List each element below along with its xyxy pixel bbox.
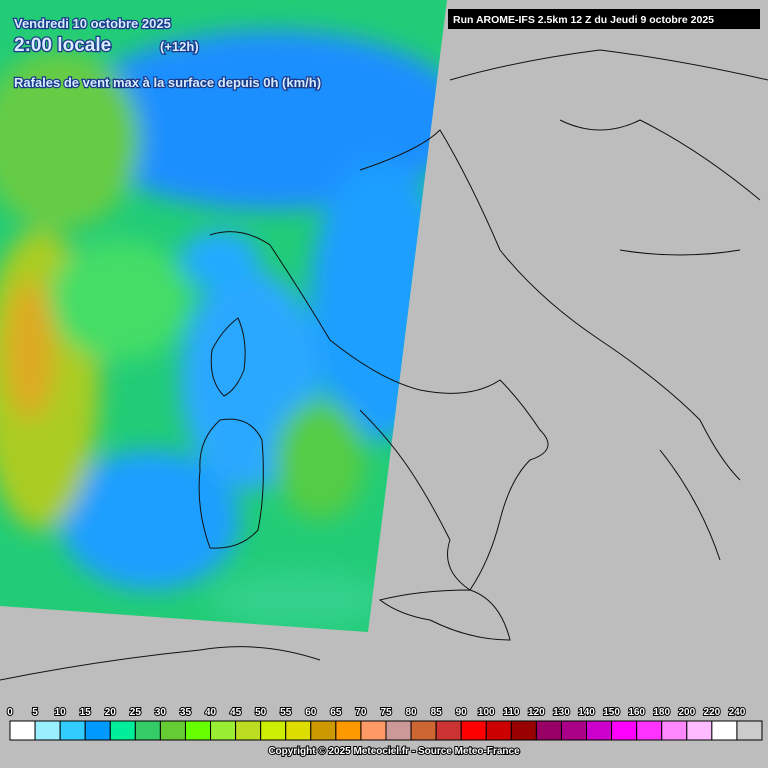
legend-label: 0 — [7, 707, 13, 718]
legend-label: 30 — [155, 707, 167, 718]
legend-swatch — [510, 720, 537, 741]
legend-label: 130 — [553, 707, 570, 718]
legend-label: 10 — [55, 707, 67, 718]
run-info: Run AROME-IFS 2.5km 12 Z du Jeudi 9 octo… — [453, 14, 714, 26]
legend-swatch — [310, 720, 337, 741]
legend-label: 160 — [628, 707, 645, 718]
legend-swatch — [134, 720, 161, 741]
legend-swatch — [59, 720, 86, 741]
legend-swatch — [686, 720, 713, 741]
legend-swatch — [9, 720, 36, 741]
legend-swatch — [235, 720, 262, 741]
legend-swatch — [184, 720, 212, 741]
legend-label: 240 — [729, 707, 746, 718]
legend-swatch — [210, 720, 237, 741]
legend-label: 5 — [32, 707, 38, 718]
legend-label: 50 — [255, 707, 267, 718]
legend-label: 85 — [431, 707, 443, 718]
legend-label: 140 — [578, 707, 595, 718]
local-time: 2:00 locale — [14, 35, 111, 56]
legend-label: 55 — [280, 707, 292, 718]
run-box — [448, 9, 760, 29]
legend-swatch — [485, 720, 512, 741]
legend-swatch — [84, 720, 111, 741]
legend-swatch — [34, 720, 61, 741]
legend-swatch — [109, 720, 136, 741]
legend-swatch — [711, 720, 738, 741]
legend-swatch — [159, 720, 186, 741]
copyright: Copyright © 2025 Meteociel.fr - Source M… — [268, 746, 520, 757]
legend-label: 80 — [406, 707, 418, 718]
legend-swatch — [335, 720, 362, 741]
legend-swatch — [385, 720, 412, 741]
legend-swatch — [636, 720, 663, 741]
legend-swatch — [460, 720, 487, 741]
legend-label: 90 — [456, 707, 468, 718]
legend-label: 120 — [528, 707, 545, 718]
legend: 0 5 10 15 20 25 30 35 40 45 50 55 60 65 70 75 80 85 90 100 1… — [6, 706, 763, 741]
legend-swatch — [535, 720, 562, 741]
legend-label: 220 — [704, 707, 721, 718]
legend-swatch — [736, 720, 763, 741]
legend-swatch — [360, 720, 387, 741]
legend-label: 20 — [105, 707, 117, 718]
legend-label: 70 — [355, 707, 367, 718]
legend-label: 25 — [130, 707, 142, 718]
legend-label: 35 — [180, 707, 192, 718]
legend-label: 180 — [653, 707, 670, 718]
legend-swatch — [285, 720, 312, 741]
legend-swatch — [435, 720, 462, 741]
legend-label: 200 — [678, 707, 695, 718]
legend-label: 100 — [478, 707, 495, 718]
legend-label: 40 — [205, 707, 217, 718]
lead-time: (+12h) — [160, 39, 199, 54]
legend-label: 110 — [503, 707, 520, 718]
wind-field — [0, 0, 447, 632]
legend-swatch — [661, 720, 688, 741]
legend-swatch — [586, 720, 613, 741]
subtitle: Rafales de vent max à la surface depuis … — [14, 75, 321, 90]
legend-swatch — [260, 720, 287, 741]
date: Vendredi 10 octobre 2025 — [14, 16, 171, 31]
legend-label: 45 — [230, 707, 242, 718]
legend-label: 60 — [305, 707, 317, 718]
legend-label: 150 — [603, 707, 620, 718]
legend-swatch — [611, 720, 638, 741]
legend-swatch — [560, 720, 588, 741]
coastlines — [0, 49, 768, 681]
legend-label: 15 — [80, 707, 92, 718]
legend-swatch — [410, 720, 437, 741]
legend-label: 65 — [330, 707, 342, 718]
legend-label: 75 — [380, 707, 392, 718]
